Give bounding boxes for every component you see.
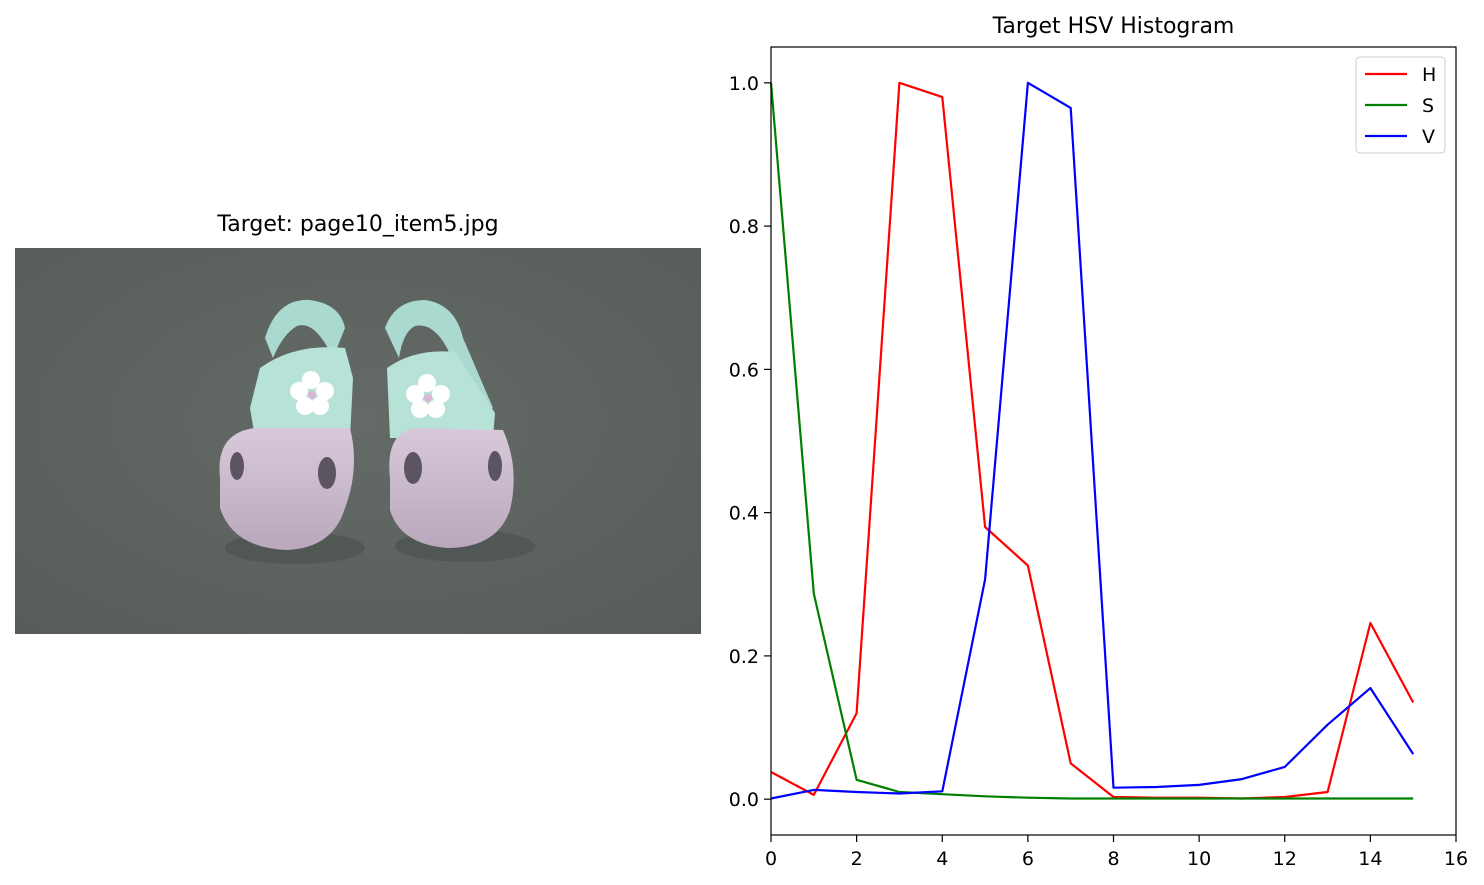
x-tick-label: 6: [1022, 848, 1034, 870]
x-tick-label: 10: [1187, 848, 1211, 870]
right-clog: [385, 300, 535, 562]
x-tick-label: 12: [1273, 848, 1297, 870]
legend-label-h: H: [1422, 64, 1436, 86]
x-tick-label: 2: [851, 848, 863, 870]
y-tick-label: 0.6: [729, 359, 759, 381]
series-line-s: [769, 82, 1414, 800]
x-tick-label: 0: [765, 848, 777, 870]
legend-label-v: V: [1422, 126, 1435, 148]
y-tick-label: 0.0: [729, 789, 759, 811]
x-tick-label: 14: [1358, 848, 1382, 870]
x-tick-label: 16: [1444, 848, 1468, 870]
y-tick-label: 0.4: [729, 503, 759, 525]
y-tick-label: 0.2: [729, 646, 759, 668]
y-tick-label: 1.0: [729, 73, 759, 95]
plot-frame: [770, 46, 1457, 836]
x-tick-label: 4: [936, 848, 948, 870]
left-clog: [219, 299, 365, 564]
series-line-h: [770, 81, 1415, 800]
y-tick-label: 0.8: [729, 216, 759, 238]
image-title: Target: page10_item5.jpg: [217, 212, 499, 237]
x-tick-label: 8: [1107, 848, 1119, 870]
chart-title: Target HSV Histogram: [992, 14, 1235, 39]
legend-label-s: S: [1422, 95, 1434, 117]
target-shoe-photo: [15, 248, 701, 634]
series-line-v: [770, 81, 1415, 800]
